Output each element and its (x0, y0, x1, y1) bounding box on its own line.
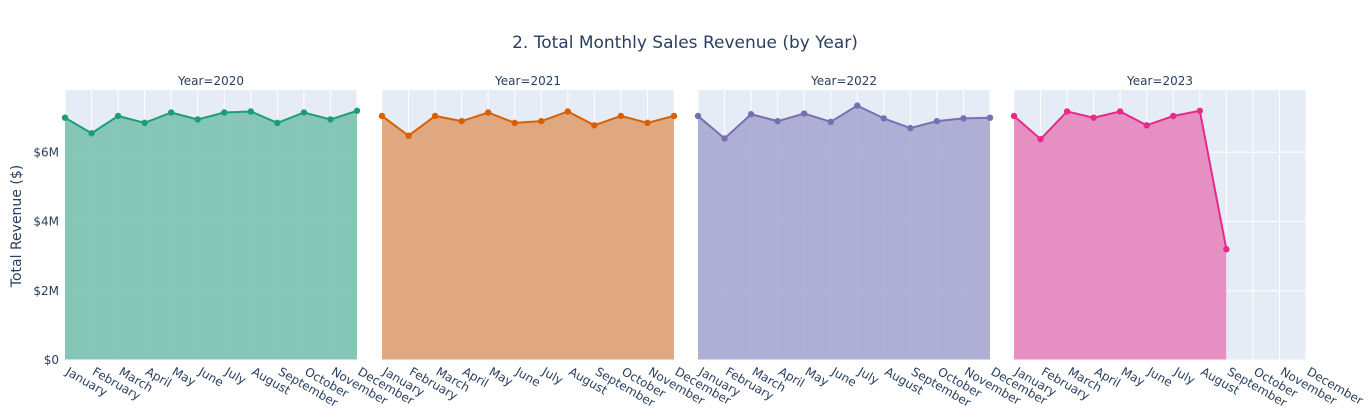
facet-3: Year=2023JanuaryFebruaryMarchAprilMayJun… (1010, 74, 1365, 410)
y-tick-label: $0 (44, 353, 59, 367)
data-point (1010, 112, 1018, 120)
data-point (644, 119, 651, 127)
x-tick-label: May (487, 364, 515, 389)
data-point (721, 135, 728, 142)
data-point (591, 122, 598, 129)
data-point (933, 117, 941, 125)
series-area (65, 110, 357, 361)
data-point (431, 112, 439, 120)
x-tick-label: June (512, 364, 543, 390)
chart-title: 2. Total Monthly Sales Revenue (by Year) (512, 33, 858, 53)
facet-title: Year=2022 (810, 74, 877, 88)
data-point (538, 117, 545, 125)
x-tick-label: May (1119, 364, 1147, 389)
y-tick-label: $2M (33, 284, 59, 298)
x-tick-label: May (803, 364, 831, 389)
data-point (960, 115, 967, 122)
data-point (511, 119, 518, 127)
data-point (194, 116, 201, 123)
series-line (697, 104, 991, 140)
data-point (694, 112, 702, 120)
series-area (698, 105, 990, 360)
data-point (1116, 108, 1124, 115)
facet-0: Year=2020JanuaryFebruaryMarchAprilMayJun… (61, 74, 416, 410)
data-point (221, 109, 228, 116)
facets-group: Year=2020JanuaryFebruaryMarchAprilMayJun… (33, 74, 1365, 410)
data-point (353, 107, 361, 114)
data-point (405, 132, 412, 139)
x-tick-label: July (855, 364, 882, 387)
facet-title: Year=2023 (1126, 74, 1193, 88)
x-tick-label: July (222, 364, 249, 387)
data-point (61, 114, 69, 121)
y-tick-label: $4M (33, 215, 59, 229)
data-point (167, 109, 175, 116)
y-axis-label: Total Revenue ($) (9, 165, 25, 288)
series-line (64, 109, 358, 135)
data-point (1090, 114, 1097, 121)
facet-title: Year=2020 (177, 74, 244, 88)
data-point (854, 102, 861, 109)
data-point (1143, 122, 1150, 129)
data-point (458, 117, 465, 125)
data-point (1063, 108, 1071, 115)
data-point (907, 124, 914, 132)
data-point (484, 109, 492, 116)
data-point (564, 108, 572, 115)
data-point (617, 112, 625, 120)
data-point (800, 110, 808, 117)
data-point (274, 119, 281, 127)
data-point (141, 119, 148, 127)
series-line (381, 110, 675, 137)
data-point (670, 112, 678, 120)
facet-title: Year=2021 (494, 74, 561, 88)
x-tick-label: June (828, 364, 859, 390)
data-point (88, 130, 95, 137)
x-tick-label: July (539, 364, 566, 387)
data-point (1037, 135, 1044, 143)
data-point (300, 109, 308, 116)
y-tick-label: $6M (33, 145, 59, 159)
data-point (747, 111, 755, 118)
x-tick-label: July (1171, 364, 1198, 387)
data-point (247, 108, 255, 115)
data-point (986, 114, 994, 121)
data-point (1223, 246, 1230, 253)
x-tick-label: June (1144, 364, 1175, 390)
data-point (774, 117, 781, 125)
data-point (378, 112, 386, 120)
data-point (114, 112, 122, 120)
data-point (827, 118, 834, 126)
x-tick-label: June (195, 364, 226, 390)
series-area (382, 111, 674, 360)
series-area (1014, 110, 1227, 361)
data-point (1196, 107, 1204, 114)
x-tick-label: May (170, 364, 198, 389)
data-point (880, 115, 888, 122)
facet-2: Year=2022JanuaryFebruaryMarchAprilMayJun… (694, 74, 1049, 410)
facet-1: Year=2021JanuaryFebruaryMarchAprilMayJun… (378, 74, 733, 410)
data-point (1170, 112, 1177, 120)
data-point (327, 116, 334, 123)
